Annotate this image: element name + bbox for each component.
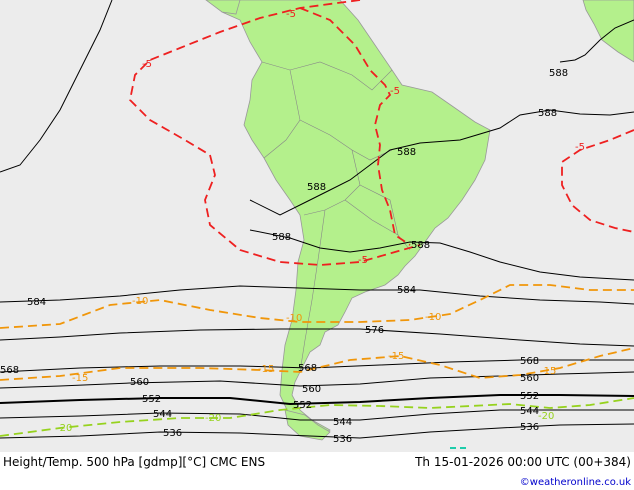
map-title: Height/Temp. 500 hPa [gdmp][°C] CMC ENS bbox=[3, 455, 265, 469]
contour-536 bbox=[0, 423, 634, 439]
tierra-del-fuego bbox=[284, 409, 331, 441]
height-label: 552 bbox=[142, 394, 161, 405]
isotherm-minus15 bbox=[0, 347, 634, 381]
isotherm-minus20 bbox=[0, 397, 634, 437]
temp-label: -15 bbox=[540, 366, 556, 377]
height-label: 536 bbox=[333, 434, 352, 445]
temp-label: -5 bbox=[575, 142, 585, 153]
height-label: 560 bbox=[520, 373, 539, 384]
height-contours bbox=[0, 0, 634, 439]
temp-label: -15 bbox=[72, 373, 88, 384]
contour-588-africa bbox=[559, 19, 634, 63]
central-america-land bbox=[205, 0, 241, 15]
contour-560 bbox=[0, 371, 634, 389]
height-label: 568 bbox=[0, 365, 19, 376]
height-label: 544 bbox=[520, 406, 539, 417]
contour-576 bbox=[0, 328, 634, 347]
temp-label: -10 bbox=[132, 296, 148, 307]
height-label: 568 bbox=[298, 363, 317, 374]
africa-land bbox=[582, 0, 634, 63]
height-label: 588 bbox=[397, 147, 416, 158]
temp-label: -15 bbox=[388, 351, 404, 362]
height-labels: 588 588 588 588 588 588 584 584 576 568 … bbox=[0, 68, 568, 445]
temperature-labels: -5 -5 -5 -5 -5 -10 -10 -10 -15 -15 -15 -… bbox=[56, 9, 585, 434]
temp-label: -15 bbox=[258, 364, 274, 375]
height-label: 584 bbox=[27, 297, 46, 308]
temp-label: -10 bbox=[286, 313, 302, 324]
height-label: 552 bbox=[520, 391, 539, 402]
isotherm-minus10 bbox=[0, 284, 634, 329]
credit-link[interactable]: ©weatheronline.co.uk bbox=[520, 477, 631, 488]
map-valid-time: Th 15-01-2026 00:00 UTC (00+384) bbox=[414, 455, 631, 469]
height-label: 536 bbox=[520, 422, 539, 433]
contour-568 bbox=[0, 359, 634, 373]
contour-588-north bbox=[249, 109, 634, 216]
height-label: 544 bbox=[333, 417, 352, 428]
temperature-contours bbox=[0, 0, 634, 449]
temp-label: -10 bbox=[425, 312, 441, 323]
isotherm-minus5-andes bbox=[299, 7, 411, 246]
country-borders bbox=[261, 61, 411, 373]
isotherm-minus5-atlantic bbox=[561, 129, 634, 233]
height-label: 584 bbox=[397, 285, 416, 296]
height-label: 588 bbox=[307, 182, 326, 193]
contour-552 bbox=[0, 394, 634, 406]
contour-pacific-west bbox=[0, 0, 113, 173]
height-label: 576 bbox=[365, 325, 384, 336]
temp-label: -5 bbox=[286, 9, 296, 20]
height-label: 536 bbox=[163, 428, 182, 439]
temp-label: -5 bbox=[390, 86, 400, 97]
height-label: 544 bbox=[153, 409, 172, 420]
temp-label: -20 bbox=[56, 423, 72, 434]
height-label: 588 bbox=[549, 68, 568, 79]
height-label: 560 bbox=[302, 384, 321, 395]
contour-584 bbox=[0, 285, 634, 305]
footer-bar bbox=[0, 452, 634, 490]
isotherm-minus5-pacific bbox=[129, 0, 421, 266]
height-label: 588 bbox=[538, 108, 557, 119]
contour-544 bbox=[0, 409, 634, 421]
height-label: 560 bbox=[130, 377, 149, 388]
temp-label: -5 bbox=[358, 255, 368, 266]
height-label: 568 bbox=[520, 356, 539, 367]
height-label: 552 bbox=[293, 400, 312, 411]
temp-label: -20 bbox=[205, 413, 221, 424]
temp-label: -20 bbox=[538, 411, 554, 422]
temp-label: -5 bbox=[142, 59, 152, 70]
south-america-land bbox=[214, 0, 491, 439]
contour-588-south bbox=[249, 229, 634, 281]
height-label: 588 bbox=[411, 240, 430, 251]
height-label: 588 bbox=[272, 232, 291, 243]
